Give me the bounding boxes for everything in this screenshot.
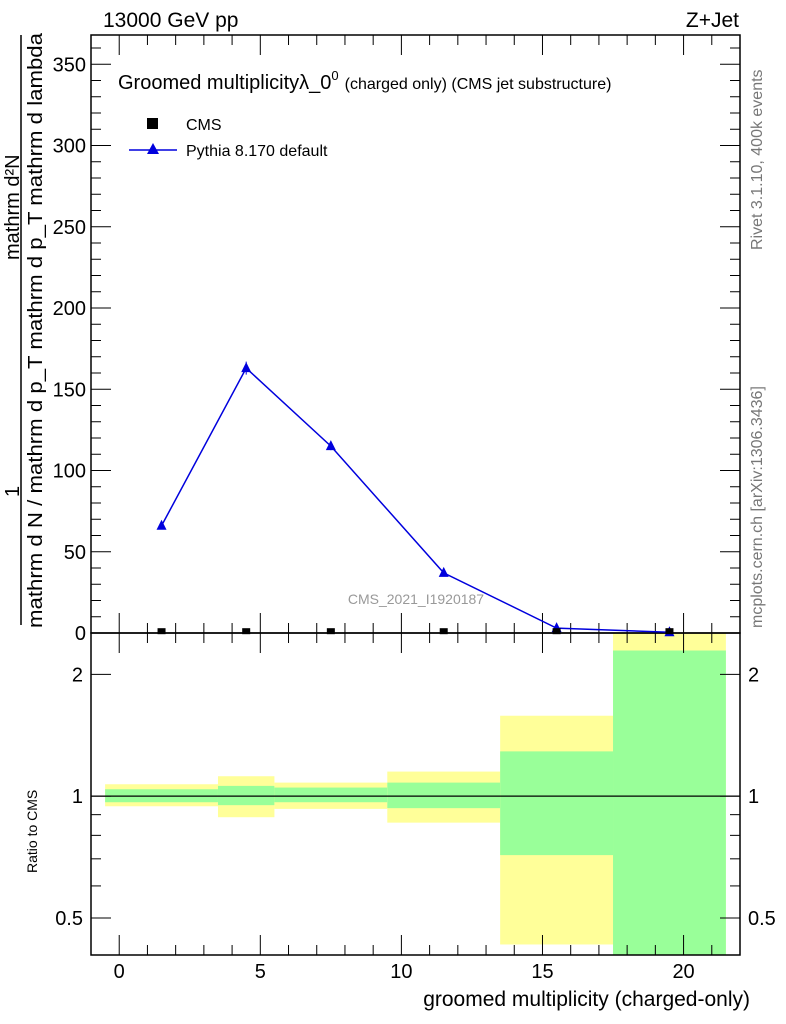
y-tick-label: 100 [53,461,86,483]
cms-point [326,628,335,635]
cms-point [157,628,166,635]
ratio-band-inner [274,787,388,803]
y-tick-label: 0 [75,623,86,645]
ratio-band-inner [387,782,501,809]
ratio-y-tick-label-right: 2 [748,664,759,686]
ratio-band-inner [613,650,726,955]
x-axis-label: groomed multiplicity (charged-only) [423,988,750,1011]
x-tick-label: 20 [672,961,694,983]
ratio-band-inner [500,751,614,856]
title-suffix: (charged only) (CMS jet substructure) [345,76,612,93]
title-main: Groomed multiplicityλ_0 [118,72,331,94]
pythia-point [438,566,449,577]
y-tick-label: 250 [53,217,86,239]
header-right: Z+Jet [686,9,739,32]
pythia-line [160,366,670,633]
ylabel-denominator: mathrm d N / mathrm d p_T mathrm d p_T m… [25,32,47,628]
x-tick-label: 10 [390,961,412,983]
pythia-point [241,362,252,373]
cms-point [439,628,448,635]
side-label-rivet: Rivet 3.1.10, 400k events [749,69,766,250]
legend: CMS Pythia 8.170 default [129,117,328,160]
side-label-mcplots: mcplots.cern.ch [arXiv:1306.3436] [749,386,766,628]
legend-label-cms: CMS [186,117,222,134]
y-tick-label: 50 [64,542,86,564]
legend-marker-cms [147,118,158,129]
y-tick-label: 150 [53,379,86,401]
pythia-point [325,440,336,451]
x-tick-label: 0 [114,961,125,983]
watermark: CMS_2021_I1920187 [348,591,484,607]
ylabel-numerator: mathrm d²N [2,154,24,260]
y-tick-label: 300 [53,136,86,158]
ratio-y-tick-label: 0.5 [55,908,83,930]
plot-title: Groomed multiplicityλ_00 (charged only) (… [118,68,611,94]
ratio-y-tick-label-right: 1 [748,786,759,808]
header-left: 13000 GeV pp [103,9,238,32]
ratio-y-tick-label-right: 0.5 [748,908,776,930]
ratio-ylabel: Ratio to CMS [24,790,40,873]
cms-point [552,628,561,635]
title-sup: 0 [331,68,338,83]
legend-marker-pythia [147,143,159,154]
ratio-band-inner [217,785,275,806]
ratio-y-tick-label: 2 [72,664,83,686]
x-tick-label: 5 [255,961,266,983]
y-tick-label: 200 [53,298,86,320]
x-tick-label: 15 [531,961,553,983]
cms-point [242,628,251,635]
ratio-y-tick-label: 1 [72,786,83,808]
svg-text:Groomed multiplicityλ_00(charg: Groomed multiplicityλ_00 (charged only) (… [118,68,611,94]
legend-label-pythia: Pythia 8.170 default [186,143,328,160]
cms-point [665,628,674,635]
y-tick-label: 350 [53,54,86,76]
ylabel-prefix: 1 [2,486,24,497]
ratio-frame [90,632,741,956]
y-axis-label-main: mathrm d²N 1 mathrm d N / mathrm d p_T m… [2,32,47,628]
pythia-point [156,519,167,530]
